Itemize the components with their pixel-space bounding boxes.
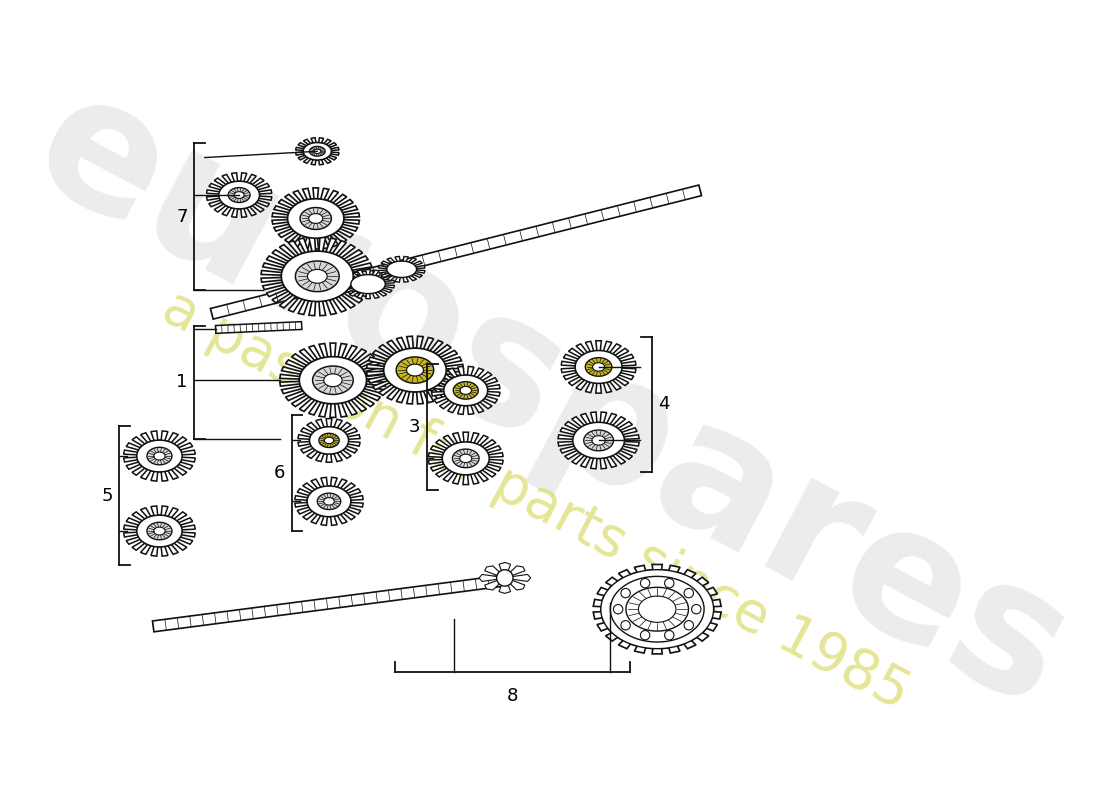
Polygon shape bbox=[452, 449, 478, 468]
Polygon shape bbox=[478, 574, 498, 582]
Polygon shape bbox=[307, 270, 327, 283]
Polygon shape bbox=[573, 422, 625, 458]
Polygon shape bbox=[485, 566, 502, 576]
Text: 7: 7 bbox=[176, 208, 188, 226]
Polygon shape bbox=[296, 261, 339, 292]
Polygon shape bbox=[453, 382, 478, 399]
Polygon shape bbox=[154, 452, 165, 460]
Polygon shape bbox=[351, 274, 385, 294]
Polygon shape bbox=[601, 570, 714, 649]
Polygon shape bbox=[309, 214, 322, 223]
Circle shape bbox=[684, 589, 693, 598]
Circle shape bbox=[614, 605, 623, 614]
Text: 1: 1 bbox=[176, 373, 188, 391]
Polygon shape bbox=[378, 257, 425, 282]
Text: a passion for parts since 1985: a passion for parts since 1985 bbox=[153, 281, 918, 722]
Polygon shape bbox=[499, 562, 510, 574]
Polygon shape bbox=[626, 587, 689, 631]
Text: 4: 4 bbox=[658, 395, 670, 414]
Text: 3: 3 bbox=[409, 418, 420, 436]
Polygon shape bbox=[153, 576, 502, 632]
Polygon shape bbox=[499, 582, 510, 594]
Polygon shape bbox=[147, 447, 172, 465]
Circle shape bbox=[684, 621, 693, 630]
Polygon shape bbox=[324, 438, 333, 444]
Polygon shape bbox=[317, 493, 341, 510]
Polygon shape bbox=[287, 198, 344, 238]
Polygon shape bbox=[300, 207, 331, 230]
Polygon shape bbox=[298, 418, 360, 462]
Polygon shape bbox=[323, 374, 342, 386]
Polygon shape bbox=[592, 436, 605, 445]
Polygon shape bbox=[384, 348, 447, 392]
Circle shape bbox=[664, 578, 674, 588]
Polygon shape bbox=[584, 430, 614, 450]
Text: 8: 8 bbox=[507, 687, 518, 706]
Polygon shape bbox=[210, 185, 702, 319]
Polygon shape bbox=[216, 322, 301, 334]
Polygon shape bbox=[342, 270, 395, 298]
Circle shape bbox=[664, 630, 674, 640]
Polygon shape bbox=[136, 440, 183, 472]
Polygon shape bbox=[431, 366, 500, 414]
Polygon shape bbox=[314, 149, 321, 154]
Polygon shape bbox=[299, 357, 366, 404]
Polygon shape bbox=[561, 341, 636, 393]
Polygon shape bbox=[219, 182, 260, 209]
Polygon shape bbox=[307, 486, 351, 517]
Polygon shape bbox=[585, 358, 612, 376]
Polygon shape bbox=[460, 386, 472, 394]
Polygon shape bbox=[319, 434, 339, 447]
Polygon shape bbox=[147, 522, 172, 540]
Polygon shape bbox=[228, 188, 250, 202]
Polygon shape bbox=[512, 574, 530, 582]
Polygon shape bbox=[428, 432, 503, 485]
Polygon shape bbox=[593, 565, 722, 654]
Polygon shape bbox=[508, 566, 525, 576]
Polygon shape bbox=[279, 343, 386, 418]
Text: 6: 6 bbox=[274, 464, 285, 482]
Polygon shape bbox=[442, 442, 490, 474]
Circle shape bbox=[620, 589, 630, 598]
Polygon shape bbox=[558, 412, 639, 469]
Polygon shape bbox=[575, 350, 622, 383]
Polygon shape bbox=[366, 336, 463, 404]
Text: 5: 5 bbox=[101, 487, 112, 505]
Polygon shape bbox=[154, 527, 165, 535]
Polygon shape bbox=[136, 515, 183, 547]
Polygon shape bbox=[638, 596, 676, 622]
Polygon shape bbox=[234, 192, 244, 198]
Circle shape bbox=[640, 630, 650, 640]
Polygon shape bbox=[295, 478, 363, 526]
Polygon shape bbox=[444, 375, 487, 406]
Polygon shape bbox=[460, 454, 472, 462]
Polygon shape bbox=[272, 188, 360, 249]
Polygon shape bbox=[396, 357, 433, 383]
Polygon shape bbox=[407, 364, 424, 376]
Polygon shape bbox=[312, 366, 353, 394]
Polygon shape bbox=[296, 138, 339, 165]
Text: eurospares: eurospares bbox=[7, 54, 1097, 746]
Circle shape bbox=[496, 570, 513, 586]
Polygon shape bbox=[282, 251, 353, 302]
Polygon shape bbox=[309, 146, 326, 156]
Polygon shape bbox=[387, 261, 417, 278]
Polygon shape bbox=[123, 431, 196, 481]
Circle shape bbox=[692, 605, 701, 614]
Circle shape bbox=[620, 621, 630, 630]
Polygon shape bbox=[261, 237, 374, 316]
Polygon shape bbox=[485, 580, 502, 590]
Polygon shape bbox=[323, 498, 334, 505]
Polygon shape bbox=[593, 362, 605, 371]
Polygon shape bbox=[123, 506, 196, 556]
Polygon shape bbox=[207, 173, 272, 218]
Polygon shape bbox=[508, 580, 525, 590]
Circle shape bbox=[640, 578, 650, 588]
Polygon shape bbox=[309, 426, 349, 454]
Polygon shape bbox=[610, 576, 704, 642]
Polygon shape bbox=[304, 142, 331, 160]
